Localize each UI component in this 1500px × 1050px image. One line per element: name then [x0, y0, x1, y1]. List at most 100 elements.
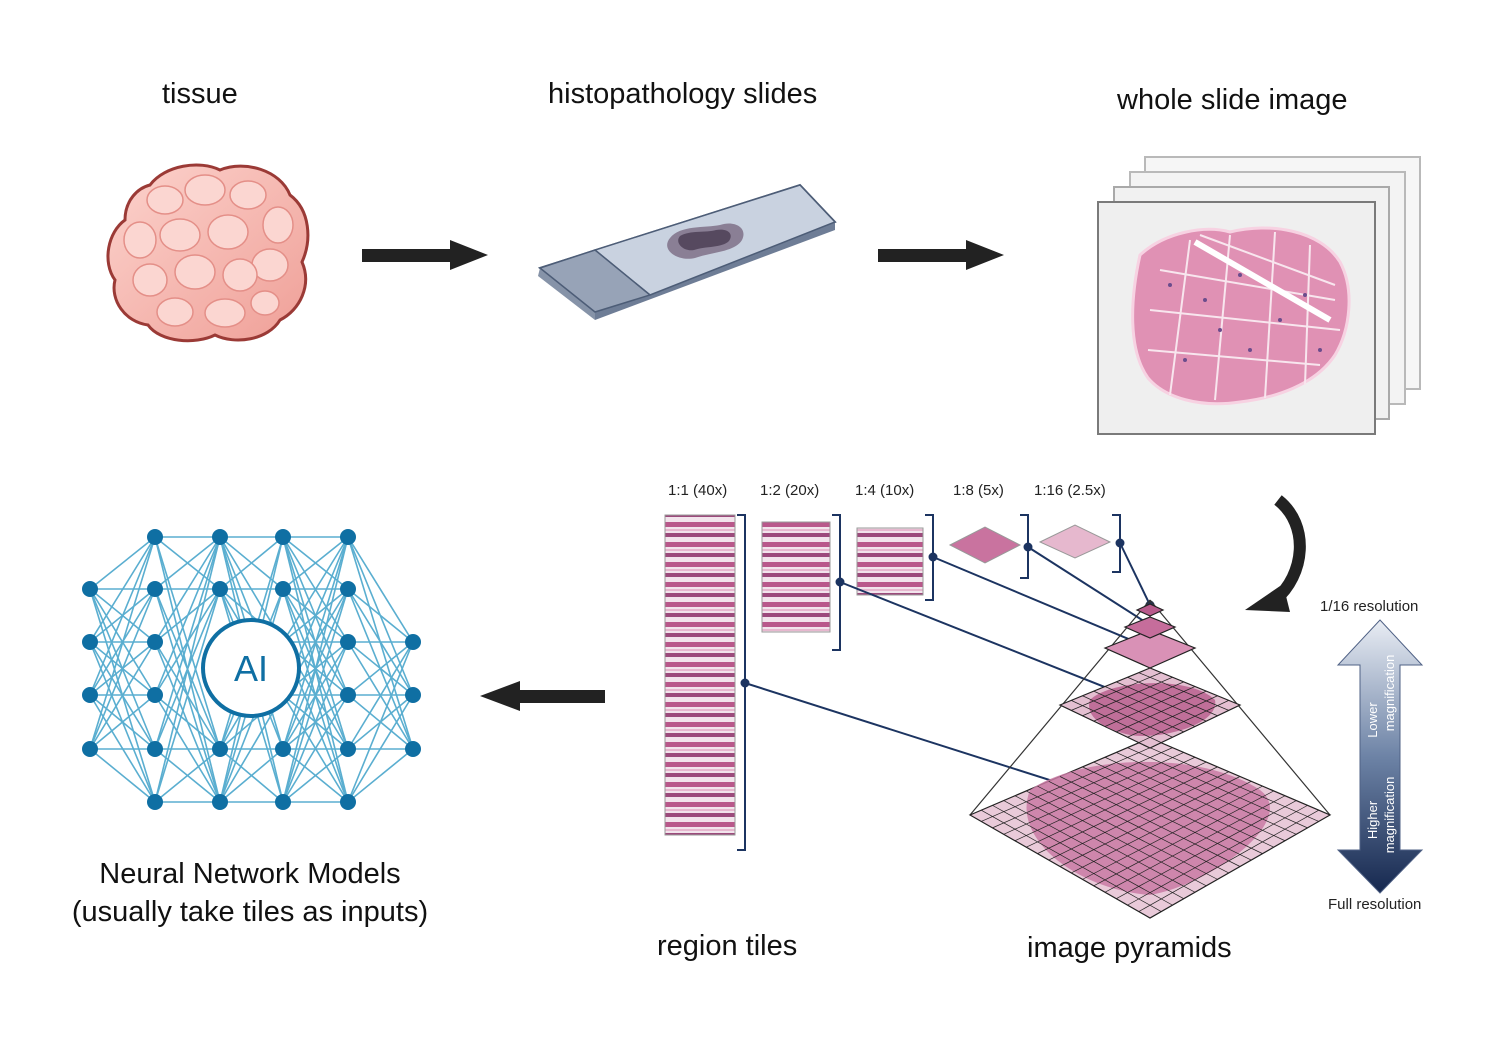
nn-edge [89, 588, 156, 750]
scale-label-40x: 1:1 (40x) [668, 482, 728, 499]
grid-line [1116, 681, 1207, 722]
grid-line [1116, 690, 1207, 733]
arrow-tissue-to-slide [362, 240, 488, 270]
nn-node [275, 581, 291, 597]
tissue-icon [106, 163, 310, 343]
nn-edge [282, 536, 349, 803]
tile-stack-10x [856, 527, 924, 596]
nn-node [340, 741, 356, 757]
pyramid-base-grid [981, 742, 1319, 912]
grid-line [1104, 686, 1196, 727]
nn-caption-line1: Neural Network Models [99, 858, 401, 890]
nn-edge [89, 641, 156, 750]
grid-line [1138, 742, 1319, 822]
tile-stack-2-5x [1038, 524, 1112, 559]
nn-edge [347, 694, 414, 803]
grid-line [1138, 672, 1229, 711]
nn-node [212, 794, 228, 810]
nn-edge [282, 694, 349, 803]
region-tiles-group [664, 514, 1155, 851]
nn-node [275, 529, 291, 545]
nn-node [82, 581, 98, 597]
nn-node [275, 794, 291, 810]
nn-node [82, 741, 98, 757]
nn-node [340, 581, 356, 597]
scale-label-20x: 1:2 (20x) [760, 482, 820, 499]
nn-edge [347, 641, 414, 803]
nn-node [340, 634, 356, 650]
image-pyramids-label: image pyramids [1027, 932, 1232, 964]
scale-label-2-5x: 1:16 (2.5x) [1034, 482, 1106, 499]
nn-edge [154, 536, 221, 803]
nn-edge [347, 641, 414, 750]
higher-line2: magnification [1382, 777, 1397, 854]
wsi-label: whole slide image [1117, 84, 1348, 116]
lower-line1: Lower [1365, 702, 1380, 738]
nn-edge [89, 536, 156, 643]
whole-slide-image-stack [1097, 156, 1421, 435]
tissue-label: tissue [162, 78, 238, 110]
curved-arrow-wsi-to-pyramid [1245, 495, 1306, 612]
scale-label-10x: 1:4 (10x) [855, 482, 915, 499]
grid-line [1082, 766, 1263, 854]
nn-edge [89, 536, 156, 590]
nn-node [147, 581, 163, 597]
ai-text: AI [234, 648, 268, 689]
grid-line [1116, 800, 1297, 899]
grid-line [1127, 695, 1218, 738]
nn-node [147, 634, 163, 650]
grid-line [1127, 747, 1308, 829]
nn-edge [89, 536, 156, 750]
region-tiles-label: region tiles [657, 930, 798, 962]
nn-node [147, 687, 163, 703]
nn-edge [154, 748, 221, 803]
lower-line2: magnification [1382, 655, 1397, 732]
ai-badge: AI [201, 618, 301, 718]
nn-node [147, 529, 163, 545]
nn-edge [282, 536, 349, 750]
grid-line [1104, 795, 1286, 893]
nn-edge [89, 536, 156, 696]
grid-line [1071, 771, 1252, 861]
tile-stack-5x [948, 526, 1022, 564]
bottom-resolution-label: Full resolution [1328, 896, 1422, 913]
nn-node [82, 634, 98, 650]
nn-edge [154, 536, 221, 696]
nn-caption-line2: (usually take tiles as inputs) [71, 896, 429, 928]
grid-line [1093, 790, 1274, 887]
nn-edge [219, 748, 284, 803]
higher-line1: Higher [1365, 800, 1380, 839]
nn-node [147, 741, 163, 757]
slides-label: histopathology slides [548, 78, 818, 110]
nn-edge [347, 748, 414, 803]
grid-line [1127, 676, 1218, 717]
nn-edge [219, 536, 284, 590]
nn-node [405, 687, 421, 703]
nn-node [340, 687, 356, 703]
nn-node [340, 529, 356, 545]
nn-edge [282, 588, 349, 803]
nn-edge [154, 694, 221, 750]
nn-edge [154, 536, 221, 643]
nn-node [82, 687, 98, 703]
grid-line [1127, 805, 1308, 906]
glass-slide-icon [537, 183, 837, 320]
grid-line [1093, 761, 1274, 848]
top-resolution-label: 1/16 resolution [1320, 598, 1419, 615]
nn-edge [154, 536, 221, 750]
arrow-slide-to-wsi [878, 240, 1004, 270]
grid-line [1071, 781, 1252, 874]
grid-line [1138, 809, 1319, 912]
nn-edge [347, 641, 414, 696]
scale-label-5x: 1:8 (5x) [953, 482, 1004, 499]
nn-edge [282, 536, 349, 643]
nn-node [405, 634, 421, 650]
grid-line [1059, 776, 1241, 867]
nn-node [212, 741, 228, 757]
grid-line [1082, 785, 1263, 880]
nn-node [212, 581, 228, 597]
resolution-axis-arrow: Lower magnification Higher magnification [1336, 619, 1424, 894]
grid-line [1138, 700, 1229, 743]
nn-edge [89, 748, 156, 803]
